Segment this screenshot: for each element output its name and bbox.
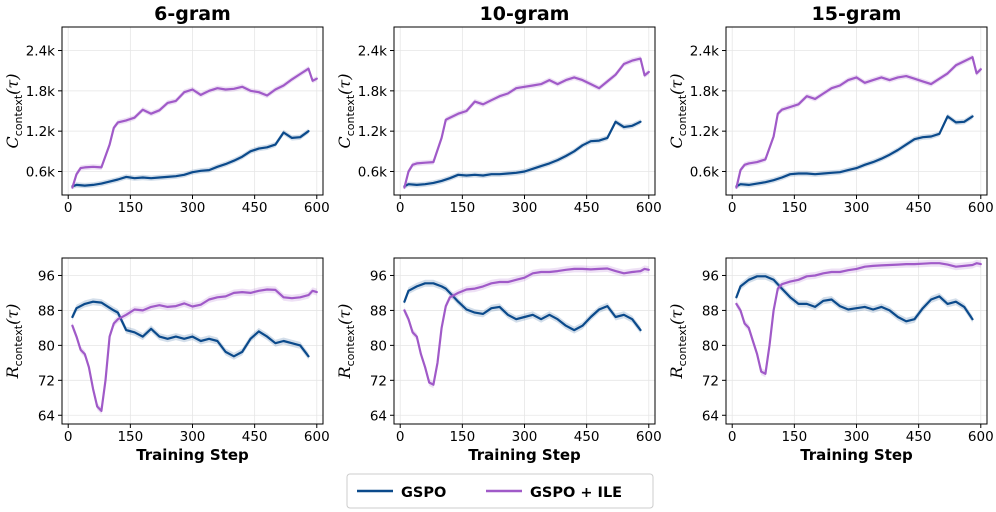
subplot-2: 0 150 300 450 600 0.6k 1.2k 1.8k 2.4k 10-gram Ccon… xyxy=(335,3,662,216)
y-tick-label: 72 xyxy=(38,373,55,389)
x-tick-label: 150 xyxy=(449,200,475,216)
y-tick-label: 88 xyxy=(702,303,719,319)
series-band-gspo xyxy=(404,279,641,334)
y-axis-label: Ccontext(τ) xyxy=(3,73,25,148)
x-tick-label: 600 xyxy=(636,200,662,216)
y-tick-label: 2.4k xyxy=(26,44,55,60)
subplot-title: 15-gram xyxy=(812,3,902,25)
y-tick-label: 1.2k xyxy=(358,124,387,140)
x-axis-label: Training Step xyxy=(800,446,913,464)
x-tick-label: 450 xyxy=(574,429,600,445)
x-tick-label: 600 xyxy=(304,200,330,216)
y-tick-label: 80 xyxy=(702,338,719,354)
subplot-6: 0 150 300 450 600 64 72 80 88 96 Training Step Rcon… xyxy=(667,257,994,464)
x-tick-label: 450 xyxy=(574,200,600,216)
subplot-4: 0 150 300 450 600 64 72 80 88 96 Training Step Rcon… xyxy=(3,257,330,464)
y-tick-label: 64 xyxy=(370,408,387,424)
series-line-gspo xyxy=(71,300,310,358)
x-tick-label: 0 xyxy=(396,200,405,216)
series-band-gspo xyxy=(72,298,309,360)
y-axis-label: Ccontext(τ) xyxy=(335,73,357,148)
series-line-gspo xyxy=(71,130,310,188)
series-band-gspo xyxy=(404,119,641,189)
y-tick-label: 88 xyxy=(370,303,387,319)
x-tick-label: 450 xyxy=(242,200,268,216)
subplot-title: 10-gram xyxy=(480,3,570,25)
x-tick-label: 600 xyxy=(636,429,662,445)
series-line-gspo xyxy=(403,282,642,332)
x-axis-label: Training Step xyxy=(136,446,249,464)
series-line-gspo-ile xyxy=(71,288,318,412)
y-tick-label: 1.2k xyxy=(690,124,719,140)
subplot-5: 0 150 300 450 600 64 72 80 88 96 Training Step Rcon… xyxy=(335,257,662,464)
x-tick-label: 150 xyxy=(781,200,807,216)
x-tick-label: 600 xyxy=(968,200,994,216)
series-line-gspo-ile xyxy=(403,267,650,386)
x-axis-label: Training Step xyxy=(468,446,581,464)
y-tick-label: 2.4k xyxy=(358,44,387,60)
x-tick-label: 450 xyxy=(906,429,932,445)
y-tick-label: 2.4k xyxy=(690,44,719,60)
y-tick-label: 80 xyxy=(38,338,55,354)
x-tick-label: 150 xyxy=(781,429,807,445)
legend: GSPO GSPO + ILE xyxy=(346,473,654,509)
series-line-gspo xyxy=(735,115,974,188)
x-tick-label: 0 xyxy=(64,200,73,216)
series-band-gspo xyxy=(736,272,973,325)
x-tick-label: 0 xyxy=(396,429,405,445)
x-tick-label: 450 xyxy=(906,200,932,216)
y-tick-label: 64 xyxy=(38,408,55,424)
x-tick-label: 0 xyxy=(64,429,73,445)
x-tick-label: 300 xyxy=(180,429,206,445)
x-tick-label: 150 xyxy=(117,200,143,216)
series-line-gspo xyxy=(403,120,642,188)
x-tick-label: 150 xyxy=(449,429,475,445)
series-line-gspo-ile xyxy=(735,56,982,189)
y-tick-label: 72 xyxy=(370,373,387,389)
series-line-gspo xyxy=(735,275,974,323)
y-tick-label: 96 xyxy=(38,268,55,284)
x-tick-label: 0 xyxy=(728,200,737,216)
y-tick-label: 72 xyxy=(702,373,719,389)
x-tick-label: 0 xyxy=(728,429,737,445)
x-tick-label: 300 xyxy=(844,200,870,216)
y-axis-label: Rcontext(τ) xyxy=(667,304,689,380)
y-tick-label: 0.6k xyxy=(358,164,387,180)
series-line-gspo-ile xyxy=(735,262,982,375)
y-axis-label: Ccontext(τ) xyxy=(667,73,689,148)
x-tick-label: 300 xyxy=(180,200,206,216)
series-band-gspo xyxy=(72,128,309,189)
y-tick-label: 1.8k xyxy=(26,84,55,100)
legend-label-gspo-ile: GSPO + ILE xyxy=(530,485,622,501)
x-tick-label: 300 xyxy=(512,200,538,216)
y-tick-label: 0.6k xyxy=(26,164,55,180)
x-tick-label: 150 xyxy=(117,429,143,445)
y-tick-label: 88 xyxy=(38,303,55,319)
y-tick-label: 1.8k xyxy=(690,84,719,100)
subplot-3: 0 150 300 450 600 0.6k 1.2k 1.8k 2.4k 15-gram Ccon… xyxy=(667,3,994,216)
y-tick-label: 1.8k xyxy=(358,84,387,100)
y-tick-label: 1.2k xyxy=(26,124,55,140)
y-tick-label: 96 xyxy=(702,268,719,284)
series-band-gspo xyxy=(736,113,973,189)
y-axis-label: Rcontext(τ) xyxy=(3,304,25,380)
series-line-gspo-ile xyxy=(403,57,650,189)
x-tick-label: 300 xyxy=(844,429,870,445)
x-tick-label: 300 xyxy=(512,429,538,445)
legend-label-gspo: GSPO xyxy=(401,485,446,501)
x-tick-label: 600 xyxy=(304,429,330,445)
y-tick-label: 0.6k xyxy=(690,164,719,180)
y-tick-label: 64 xyxy=(702,408,719,424)
x-tick-label: 450 xyxy=(242,429,268,445)
y-axis-label: Rcontext(τ) xyxy=(335,304,357,380)
y-tick-label: 96 xyxy=(370,268,387,284)
series-line-gspo-ile xyxy=(71,67,318,189)
x-tick-label: 600 xyxy=(968,429,994,445)
subplot-title: 6-gram xyxy=(154,3,231,25)
subplot-1: 0 150 300 450 600 0.6k 1.2k 1.8k 2.4k 6-gram Ccont… xyxy=(3,3,330,216)
y-tick-label: 80 xyxy=(370,338,387,354)
